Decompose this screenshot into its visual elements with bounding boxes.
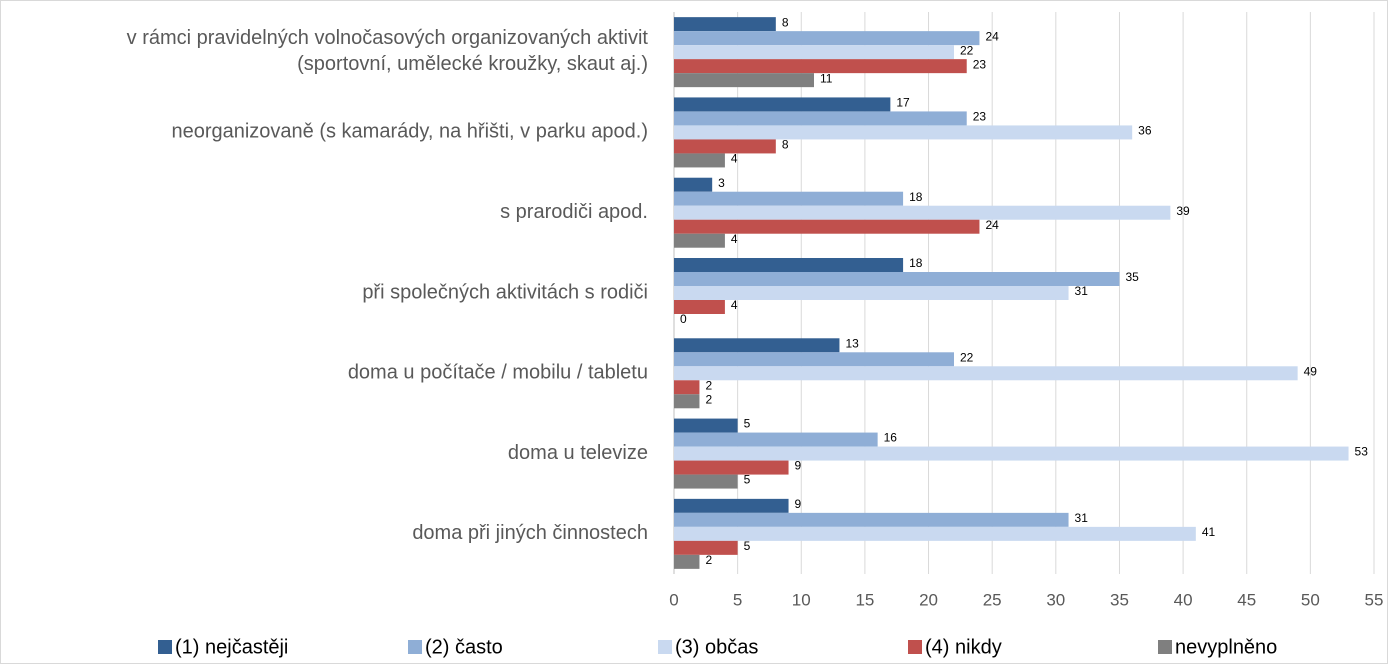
data-label: 8 [782,138,789,152]
bar [674,300,725,314]
bar [674,233,725,248]
x-tick-label: 45 [1237,590,1256,609]
data-label: 23 [973,57,987,71]
bar [674,139,776,154]
bar [674,338,840,353]
bar [674,31,980,46]
data-label: 31 [1075,284,1089,298]
bar [674,474,738,489]
data-label: 2 [705,392,712,406]
y-tick-label: v rámci pravidelných volnočasových organ… [127,27,649,75]
bar [674,540,738,555]
bar [674,380,700,395]
data-label: 31 [1075,511,1089,525]
data-label: 35 [1125,270,1139,284]
legend-label: (4) nikdy [925,636,1002,658]
bar [674,45,954,60]
data-label: 16 [884,431,898,445]
data-label: 17 [896,96,910,110]
data-label: 53 [1355,445,1369,459]
bar [674,498,789,513]
bar [674,111,967,126]
y-tick-label: při společných aktivitách s rodiči [362,281,648,303]
data-label: 4 [731,232,738,246]
data-label: 18 [909,190,923,204]
legend-label: (1) nejčastěji [175,636,288,658]
legend-swatch [658,640,672,654]
bar [674,258,904,272]
y-tick-label: neorganizovaně (s kamarády, na hřišti, v… [171,121,648,143]
y-tick-label: doma u televize [508,442,648,464]
data-label: 23 [973,110,987,124]
legend-swatch [408,640,422,654]
bar [674,432,878,447]
data-label: 18 [909,256,923,270]
bar [674,418,738,433]
data-label: 5 [744,473,751,487]
x-tick-label: 20 [919,590,938,609]
data-label: 13 [845,336,859,350]
bar [674,97,891,112]
bar [674,205,1171,220]
y-tick-label: doma u počítače / mobilu / tabletu [348,362,648,384]
data-label: 36 [1138,124,1152,138]
data-label: 11 [820,71,833,85]
data-label: 22 [960,350,974,364]
x-tick-label: 25 [983,590,1002,609]
data-label: 0 [680,312,687,326]
x-tick-label: 10 [792,590,811,609]
data-label: 39 [1176,204,1190,218]
bar [674,554,700,569]
legend-label: (3) občas [675,636,758,658]
data-label: 9 [795,497,802,511]
x-tick-label: 50 [1301,590,1320,609]
legend-label: nevyplněno [1175,636,1277,658]
data-label: 8 [782,15,789,29]
bar [674,219,980,234]
data-label: 49 [1304,364,1318,378]
legend-swatch [158,640,172,654]
data-label: 2 [705,378,712,392]
bar [674,17,776,32]
data-label: 2 [705,553,712,567]
bar [674,394,700,409]
data-label: 24 [985,29,999,43]
bar [674,460,789,475]
bar [674,191,904,206]
y-tick-label: doma při jiných činnostech [412,522,648,544]
y-tick-label: s prarodiči apod. [500,201,648,223]
legend-label: (2) často [425,636,503,658]
bar [674,286,1069,300]
legend-swatch [908,640,922,654]
data-label: 5 [744,539,751,553]
legend-swatch [1158,640,1172,654]
data-label: 3 [718,176,725,190]
data-label: 9 [795,459,802,473]
data-label: 5 [744,417,751,431]
x-tick-label: 15 [855,590,874,609]
x-tick-label: 40 [1174,590,1193,609]
x-tick-label: 0 [669,590,678,609]
bar [674,125,1133,140]
bar [674,446,1349,461]
x-tick-label: 30 [1046,590,1065,609]
bar [674,153,725,168]
bar [674,526,1196,541]
data-label: 4 [731,298,738,312]
x-tick-label: 55 [1365,590,1384,609]
bar [674,73,814,88]
bar [674,272,1120,286]
data-label: 4 [731,152,738,166]
bar [674,177,713,192]
bar [674,366,1298,381]
bar [674,352,954,367]
x-tick-label: 5 [733,590,742,609]
data-label: 41 [1202,525,1216,539]
data-label: 22 [960,43,974,57]
bar [674,59,967,74]
x-tick-label: 35 [1110,590,1129,609]
data-label: 24 [985,218,999,232]
bar [674,512,1069,527]
